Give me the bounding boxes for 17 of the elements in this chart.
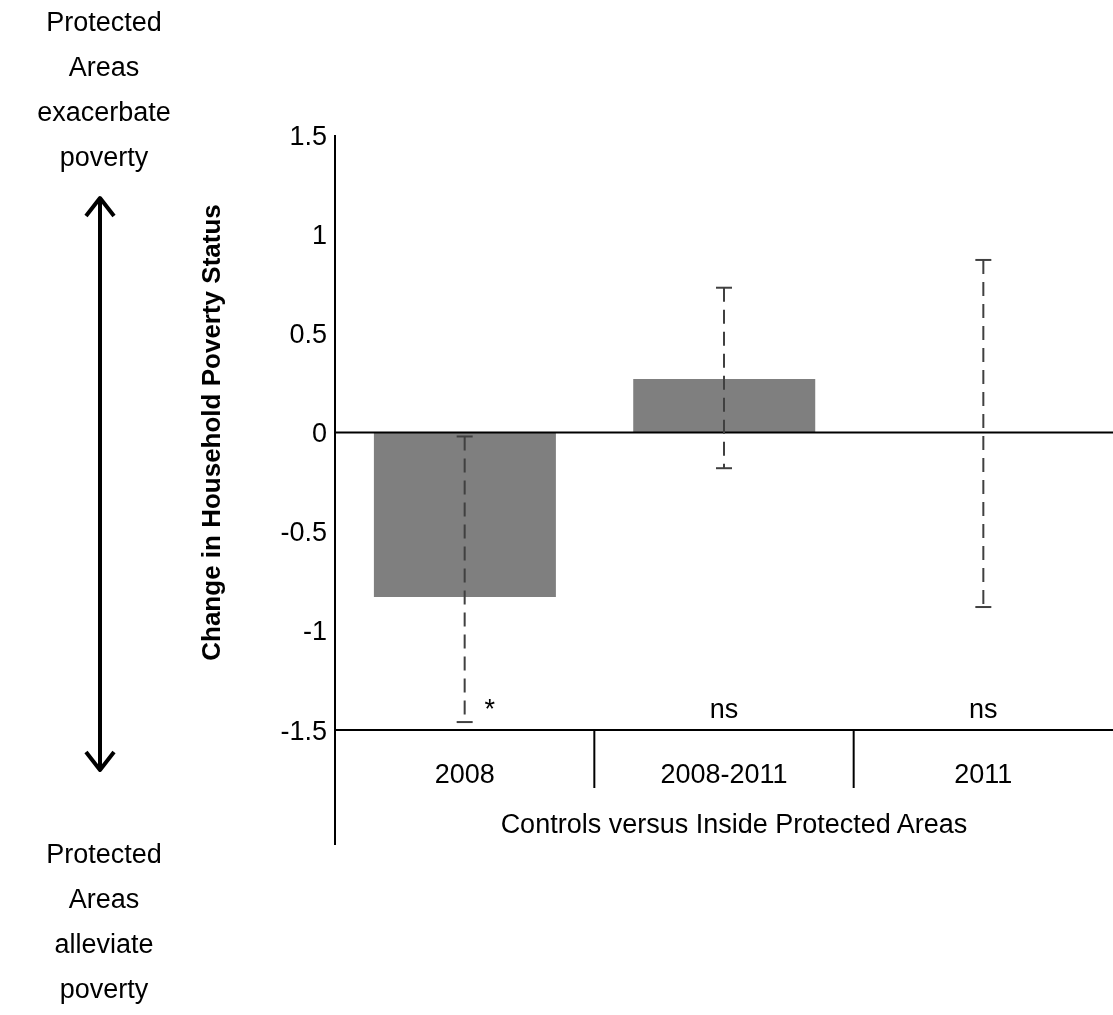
text: Protected Areas exacerbate poverty [36, 6, 172, 174]
annotation: * [484, 694, 496, 724]
x-tick-label: 2011 [954, 759, 1013, 789]
text: Protected Areas alleviate poverty [45, 838, 163, 1006]
x-axis-title: Controls versus Inside Protected Areas [500, 809, 968, 839]
y-tick-label: 0.5 [289, 318, 327, 349]
annotation: ns [969, 694, 998, 724]
y-tick-label: -0.5 [280, 517, 327, 548]
y-tick-label: 0 [311, 418, 327, 449]
y-tick-label: -1.5 [280, 715, 327, 746]
y-axis-title: Change in Household Poverty Status [196, 204, 226, 661]
x-tick-label: 2008-2011 [660, 759, 788, 789]
y-tick-label: 1.5 [289, 120, 327, 151]
x-tick-label: 2008 [434, 759, 495, 789]
y-tick-label: -1 [302, 616, 327, 647]
annotation: ns [709, 694, 739, 724]
y-tick-label: 1 [311, 219, 327, 250]
